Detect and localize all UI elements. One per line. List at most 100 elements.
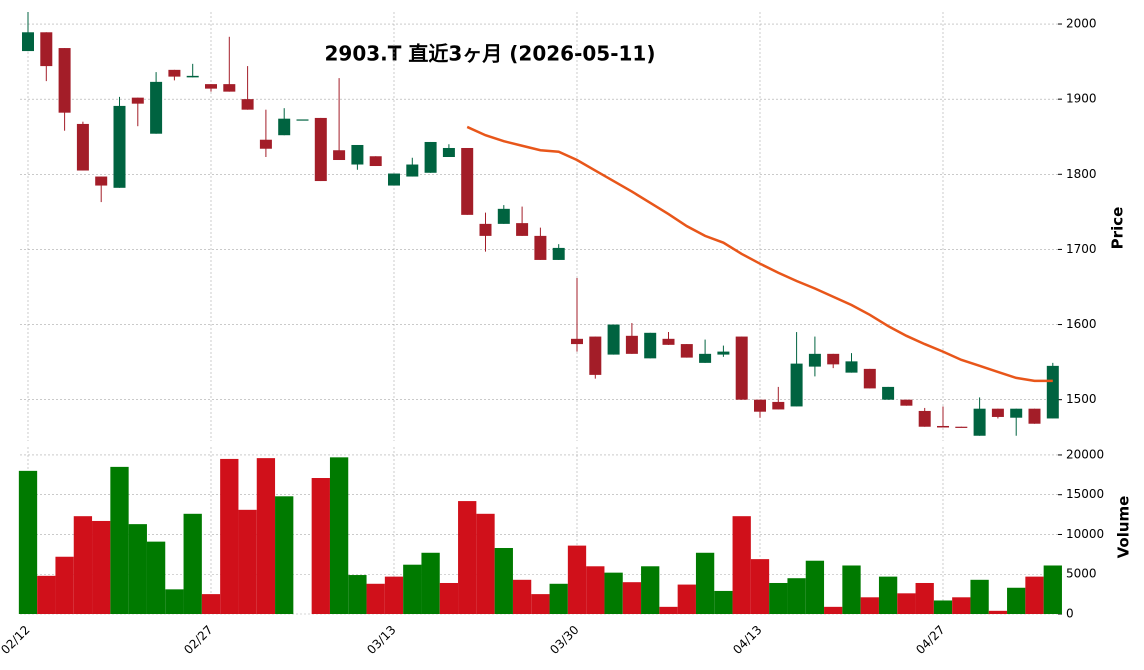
candle-body bbox=[369, 156, 382, 167]
volume-bar bbox=[366, 583, 385, 614]
candle-body bbox=[863, 368, 876, 389]
volume-bar bbox=[769, 582, 788, 614]
candle-body bbox=[790, 363, 803, 407]
y-tick-label: 1800 bbox=[1066, 167, 1097, 181]
volume-bar bbox=[92, 520, 111, 614]
y2-tick-label: 0 bbox=[1066, 607, 1074, 621]
candle-body bbox=[735, 336, 748, 400]
volume-bar bbox=[18, 470, 38, 614]
candle-body bbox=[58, 48, 71, 113]
candle-body bbox=[442, 147, 455, 158]
volume-bar bbox=[128, 524, 147, 614]
volume-bar bbox=[183, 513, 202, 614]
volume-bar bbox=[714, 590, 733, 614]
candle-body bbox=[241, 99, 254, 110]
candle-body bbox=[827, 353, 840, 365]
candle-body bbox=[150, 81, 163, 134]
candle-body bbox=[534, 235, 547, 260]
y-tick-label: 1500 bbox=[1066, 392, 1097, 406]
y-tick-label: 1600 bbox=[1066, 317, 1097, 331]
volume-bar bbox=[787, 578, 806, 614]
volume-bar bbox=[641, 566, 660, 614]
y2-tick-label: 15000 bbox=[1066, 487, 1104, 501]
volume-bar bbox=[805, 560, 825, 614]
candle-body bbox=[882, 386, 895, 400]
candle-body bbox=[168, 69, 181, 77]
candle-body bbox=[1028, 408, 1041, 424]
candle-body bbox=[1046, 365, 1059, 419]
candle-body bbox=[296, 119, 309, 121]
candle-body bbox=[424, 141, 437, 173]
volume-bar bbox=[842, 565, 861, 614]
volume-bar bbox=[1007, 587, 1026, 614]
volume-bar bbox=[238, 509, 257, 614]
candle-body bbox=[845, 361, 858, 373]
x-tick-label: 04/13 bbox=[730, 623, 764, 657]
volume-bar bbox=[348, 575, 367, 614]
volume-bar bbox=[384, 576, 404, 614]
volume-bar bbox=[329, 457, 349, 614]
volume-bar bbox=[1043, 565, 1062, 614]
candle-body bbox=[808, 353, 821, 367]
volume-bar bbox=[256, 458, 276, 614]
candle-body bbox=[552, 247, 565, 260]
volume-bar bbox=[915, 582, 934, 614]
candle-body bbox=[571, 338, 583, 345]
candle-body bbox=[351, 144, 364, 165]
chart-title: 2903.T 直近3ヶ月 (2026-05-11) bbox=[325, 42, 656, 66]
volume-bar bbox=[512, 579, 532, 614]
volume-bar bbox=[73, 516, 93, 614]
x-tick-label: 02/12 bbox=[0, 623, 33, 657]
volume-bar bbox=[421, 552, 440, 614]
candle-body bbox=[333, 150, 346, 161]
candle-body bbox=[717, 351, 730, 355]
volume-bar bbox=[275, 496, 294, 614]
volume-bar bbox=[897, 593, 916, 614]
volume-bar bbox=[750, 559, 770, 614]
volume-bar bbox=[201, 594, 221, 614]
volume-bar bbox=[933, 600, 953, 614]
candle-body bbox=[644, 332, 657, 359]
candle-body bbox=[516, 223, 529, 236]
candle-body bbox=[259, 139, 272, 149]
volume-bar bbox=[37, 575, 56, 614]
candle-body bbox=[589, 336, 602, 375]
volume-bar bbox=[165, 589, 184, 614]
volume-bar bbox=[1025, 576, 1044, 614]
candle-body bbox=[772, 401, 785, 410]
candle-body bbox=[607, 324, 620, 355]
volume-bar bbox=[567, 545, 587, 614]
candle-body bbox=[699, 353, 712, 363]
volume-bar bbox=[458, 501, 477, 614]
volume-bar bbox=[220, 458, 239, 614]
y2-tick-label: 20000 bbox=[1066, 447, 1104, 461]
volume-bar bbox=[110, 466, 129, 614]
x-tick-label: 04/27 bbox=[913, 623, 947, 657]
candle-body bbox=[113, 105, 126, 188]
candle-body bbox=[95, 176, 108, 186]
candle-body bbox=[186, 75, 199, 78]
volume-bar bbox=[732, 516, 751, 614]
y2-tick-label: 10000 bbox=[1066, 527, 1104, 541]
candle-body bbox=[918, 410, 931, 427]
candle-body bbox=[955, 426, 968, 428]
candle-body bbox=[625, 335, 638, 354]
candle-body bbox=[991, 408, 1004, 417]
y-axis-label: Price bbox=[1109, 207, 1127, 250]
x-tick-label: 03/13 bbox=[364, 623, 398, 657]
candle-body bbox=[223, 84, 236, 92]
volume-bar bbox=[55, 556, 74, 614]
volume-bar bbox=[494, 547, 513, 614]
candle-body bbox=[680, 344, 693, 358]
candle-body bbox=[406, 164, 419, 177]
volume-bar bbox=[659, 606, 678, 614]
volume-bar bbox=[403, 564, 422, 614]
y-tick-label: 1900 bbox=[1066, 92, 1097, 106]
volume-bar bbox=[824, 606, 843, 614]
y-tick-label: 1700 bbox=[1066, 242, 1097, 256]
volume-bar bbox=[146, 541, 166, 614]
volume-bar bbox=[878, 576, 898, 614]
volume-bar bbox=[586, 566, 605, 614]
volume-bar bbox=[952, 597, 971, 614]
candle-body bbox=[937, 425, 949, 428]
